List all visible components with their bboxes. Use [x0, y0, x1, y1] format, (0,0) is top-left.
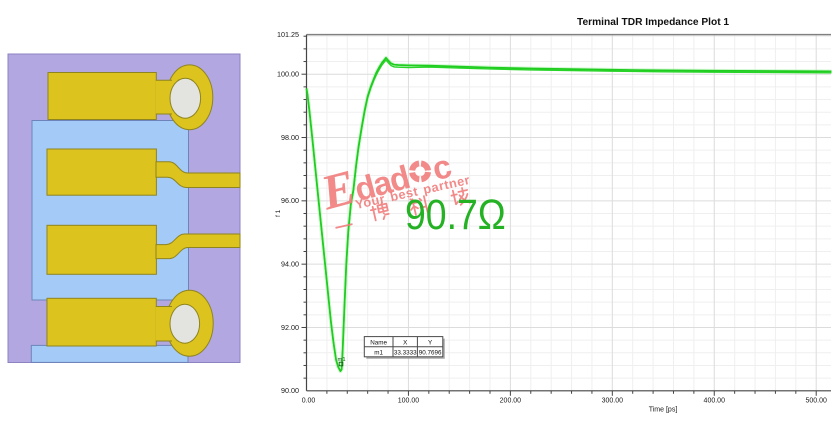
svg-text:400.00: 400.00 [704, 398, 726, 405]
svg-text:90.7696: 90.7696 [419, 350, 442, 357]
svg-text:300.00: 300.00 [602, 398, 624, 405]
svg-text:Name: Name [370, 340, 387, 347]
svg-text:98.00: 98.00 [281, 133, 299, 142]
svg-text:200.00: 200.00 [500, 398, 522, 405]
svg-text:m1: m1 [374, 350, 383, 357]
svg-text:33.3333: 33.3333 [394, 350, 417, 357]
svg-text:Y: Y [428, 340, 433, 347]
svg-text:Time [ps]: Time [ps] [649, 407, 678, 414]
svg-text:500.00: 500.00 [805, 398, 827, 405]
svg-text:101.25: 101.25 [277, 30, 299, 39]
svg-text:96.00: 96.00 [281, 196, 299, 205]
svg-text:100.00: 100.00 [277, 70, 299, 79]
svg-text:f 1: f 1 [275, 209, 282, 217]
svg-text:100.00: 100.00 [398, 398, 420, 405]
svg-text:90.00: 90.00 [281, 386, 299, 395]
svg-text:0.00: 0.00 [302, 398, 316, 405]
svg-text:X: X [403, 340, 408, 347]
svg-text:94.00: 94.00 [281, 260, 299, 269]
svg-text:92.00: 92.00 [281, 323, 299, 332]
svg-text:m1: m1 [338, 357, 346, 363]
